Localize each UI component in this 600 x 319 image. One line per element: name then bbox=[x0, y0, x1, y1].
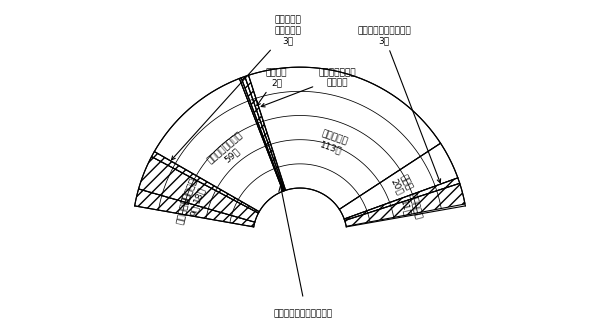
Text: 自由民主党
113名: 自由民主党 113名 bbox=[317, 129, 349, 157]
Polygon shape bbox=[344, 178, 460, 220]
Text: 新党改革・
無所属の会
3名: 新党改革・ 無所属の会 3名 bbox=[172, 16, 302, 160]
Text: 日本共産党
11名: 日本共産党 11名 bbox=[397, 192, 422, 222]
Text: 公明党
20名: 公明党 20名 bbox=[389, 173, 414, 196]
Text: みんなの党
18名: みんなの党 18名 bbox=[181, 177, 209, 209]
Text: 民主党・新緑風会
59名: 民主党・新緑風会 59名 bbox=[206, 130, 251, 173]
Text: 各派に属しない
議員２名: 各派に属しない 議員２名 bbox=[261, 68, 356, 107]
Text: 各派に属しない議員１名: 各派に属しない議員１名 bbox=[274, 309, 333, 318]
Text: 日本維新の会
9名: 日本維新の会 9名 bbox=[176, 192, 202, 227]
Polygon shape bbox=[154, 78, 283, 212]
Text: 生活の党
2名: 生活の党 2名 bbox=[257, 68, 287, 106]
Polygon shape bbox=[139, 157, 259, 222]
Polygon shape bbox=[340, 143, 458, 219]
Polygon shape bbox=[239, 78, 284, 191]
Polygon shape bbox=[345, 183, 465, 226]
Polygon shape bbox=[241, 77, 284, 191]
Polygon shape bbox=[248, 67, 440, 209]
Polygon shape bbox=[152, 152, 259, 213]
Polygon shape bbox=[245, 75, 286, 191]
Polygon shape bbox=[134, 189, 255, 227]
Text: 社会民主党・護憲連合
3名: 社会民主党・護憲連合 3名 bbox=[357, 26, 440, 183]
